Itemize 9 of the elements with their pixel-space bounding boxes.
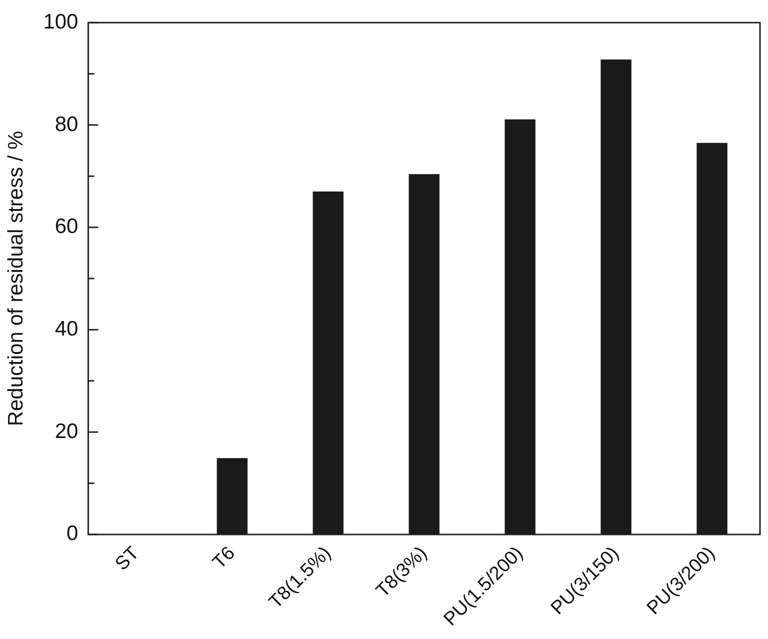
- y-tick-label: 20: [54, 420, 78, 443]
- x-tick-label: T6: [208, 542, 240, 574]
- y-tick-label: 0: [66, 522, 78, 546]
- y-axis-title: Reduction of residual stress / %: [4, 130, 28, 426]
- y-tick-label: 60: [54, 215, 78, 238]
- y-tick-label: 80: [54, 112, 78, 136]
- y-tick-label: 40: [54, 318, 78, 340]
- y-tick-label: 100: [43, 10, 78, 34]
- x-tick-label: ST: [111, 542, 144, 575]
